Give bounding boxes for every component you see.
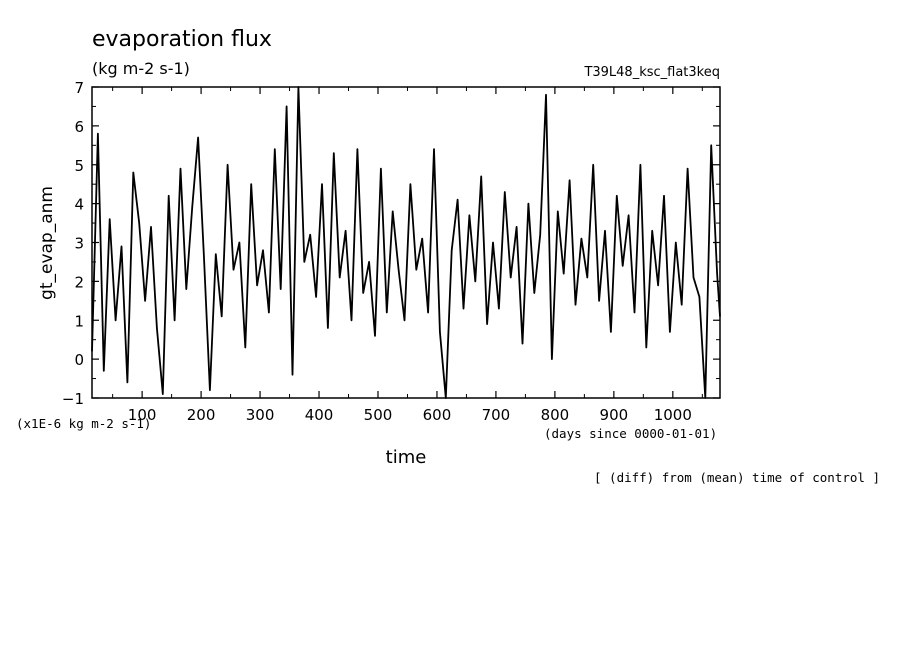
series-line	[91, 86, 721, 399]
x-tick-label: 300	[246, 406, 275, 424]
x-tick-label: 800	[541, 406, 570, 424]
y-tick-label: 2	[74, 273, 84, 291]
x-tick-label: 100	[128, 406, 157, 424]
x-unit-label: (days since 0000-01-01)	[544, 426, 717, 441]
x-axis-ticks: 100 200 300 400 500 600 700 800 900 1000	[112, 87, 703, 424]
y-tick-label: 3	[74, 235, 84, 253]
x-tick-label: 600	[423, 406, 452, 424]
x-axis-label: time	[386, 447, 427, 468]
y-tick-label: 6	[74, 118, 84, 136]
x-tick-label: 400	[305, 406, 334, 424]
x-tick-label: 200	[187, 406, 216, 424]
x-tick-label: 500	[364, 406, 393, 424]
x-tick-label: 700	[482, 406, 511, 424]
x-tick-label: 900	[600, 406, 629, 424]
y-tick-label: 1	[74, 312, 84, 330]
y-tick-label: 0	[74, 351, 84, 369]
y-scale-label: (x1E-6 kg m-2 s-1)	[16, 416, 151, 431]
chart-units: (kg m-2 s-1)	[92, 59, 190, 78]
y-tick-label: 7	[74, 79, 84, 97]
footnote: [ (diff) from (mean) time of control ]	[594, 470, 880, 485]
experiment-label: T39L48_ksc_flat3keq	[583, 65, 720, 80]
y-axis-label: gt_evap_anm	[37, 186, 57, 300]
y-tick-label: −1	[62, 390, 84, 408]
chart-title: evaporation flux	[92, 27, 272, 52]
y-tick-label: 5	[74, 157, 84, 175]
y-tick-label: 4	[74, 196, 84, 214]
x-tick-label: 1000	[654, 406, 692, 424]
